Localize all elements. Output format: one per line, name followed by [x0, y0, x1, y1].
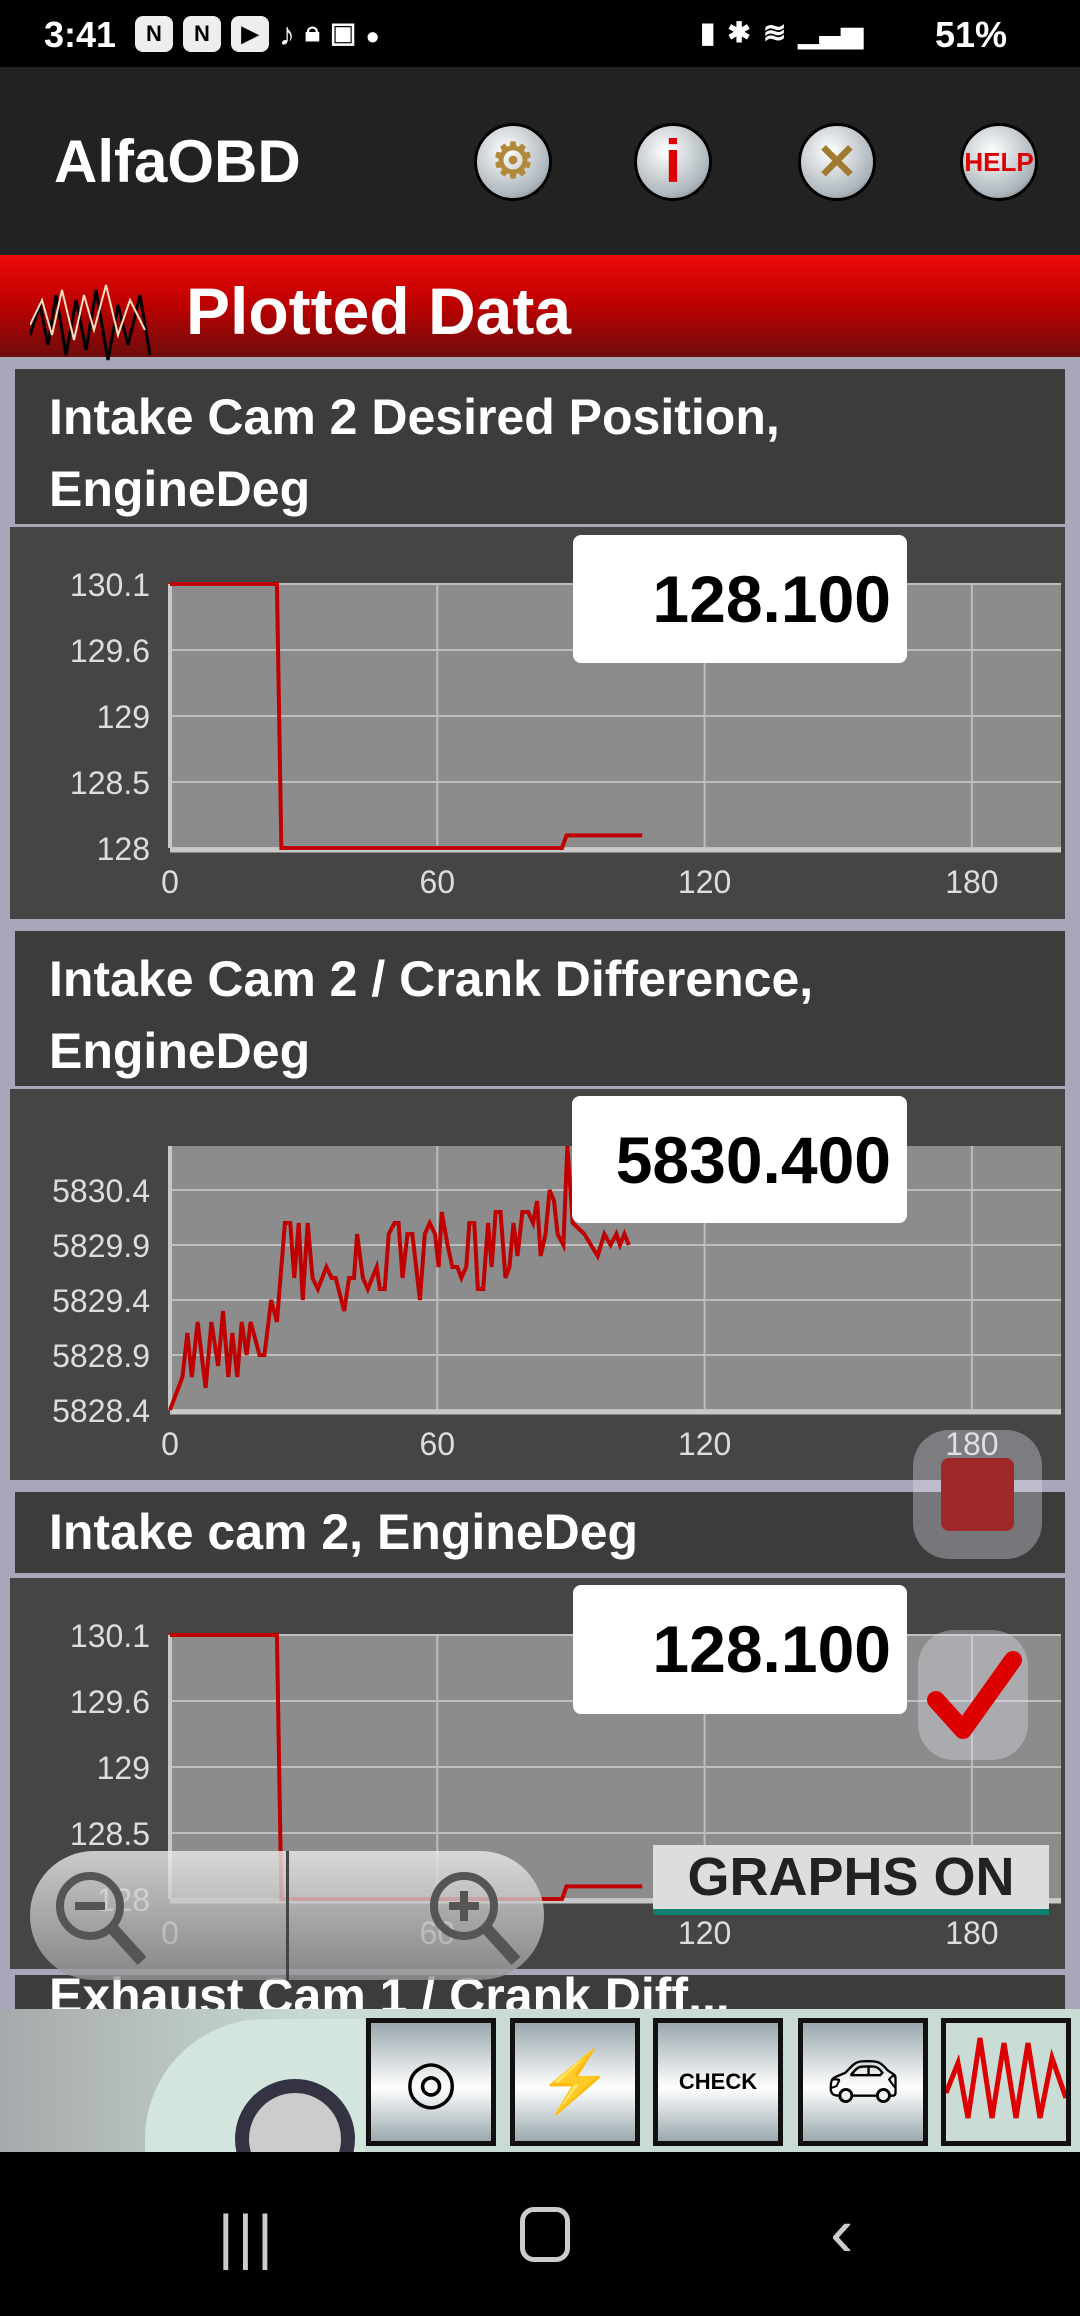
- section-header: Plotted Data: [0, 255, 1080, 361]
- zoom-in-button[interactable]: [289, 1851, 545, 1980]
- zoom-in-icon: [430, 1872, 521, 1966]
- confirm-button[interactable]: [918, 1630, 1028, 1760]
- graph-logo-icon: [30, 284, 152, 361]
- clock: 3:41: [44, 14, 117, 55]
- series-line: [170, 582, 643, 850]
- battery-button[interactable]: ⚡: [510, 2018, 640, 2146]
- car-image: [145, 2019, 365, 2152]
- y-tick-label: 129.6: [70, 1684, 150, 1720]
- y-tick-label: 5829.9: [52, 1228, 150, 1264]
- stop-button[interactable]: [913, 1430, 1042, 1559]
- x-tick-label: 180: [945, 1915, 998, 1951]
- lock-icon: 🔒︎: [305, 16, 320, 47]
- stop-icon: [941, 1458, 1014, 1531]
- panel-title: Exhaust Cam 1 / Crank Diff...: [49, 1968, 730, 2024]
- panel-title-container: Exhaust Cam 1 / Crank Diff...: [15, 1968, 1065, 2024]
- x-tick-label: 60: [420, 1426, 456, 1462]
- panel-title: Intake cam 2, EngineDeg: [15, 1492, 1065, 1573]
- x-tick-label: 180: [945, 864, 998, 900]
- x-tick-label: 120: [678, 864, 731, 900]
- x-tick-label: 0: [161, 1426, 179, 1462]
- youtube-icon: ▶: [231, 16, 269, 52]
- app-title: AlfaOBD: [54, 128, 301, 195]
- settings-button[interactable]: ⚙: [474, 123, 552, 201]
- y-tick-label: 5828.9: [52, 1338, 150, 1374]
- series-line: [168, 1145, 631, 1411]
- x-tick-label: 120: [678, 1426, 731, 1462]
- graph-button[interactable]: [941, 2018, 1071, 2146]
- y-tick-label: 130.1: [70, 1618, 150, 1654]
- y-tick-label: 5830.4: [52, 1173, 150, 1209]
- dot-icon: •: [366, 16, 379, 57]
- battery-level: 51%: [935, 14, 1008, 55]
- chart-intake-cam-desired: 130.1 129.6 129 128.5 128 0 60 120 180: [70, 567, 1061, 900]
- tiktok-icon: ♪: [279, 16, 295, 52]
- x-tick-label: 0: [161, 864, 179, 900]
- wrench-hammer-icon: ✕: [816, 134, 858, 190]
- info-icon: i: [664, 128, 682, 195]
- car-button[interactable]: 🚗︎: [798, 2018, 928, 2146]
- check-engine-button[interactable]: CHECK: [653, 2018, 783, 2146]
- nine-icon: N: [183, 16, 221, 52]
- graph-icon: [943, 2037, 1069, 2119]
- immobilizer-button[interactable]: ◎: [366, 2018, 496, 2146]
- gallery-icon: ▣: [329, 17, 357, 48]
- help-icon: HELP: [964, 147, 1034, 177]
- recent-apps-button[interactable]: |||: [218, 2203, 277, 2270]
- page-title: Plotted Data: [186, 274, 572, 348]
- y-tick-label: 5829.4: [52, 1283, 150, 1319]
- battery-icon: ⚡: [537, 2048, 613, 2115]
- x-tick-label: 60: [420, 864, 456, 900]
- y-tick-label: 128.5: [70, 765, 150, 801]
- info-button[interactable]: i: [634, 123, 712, 201]
- zoom-out-button[interactable]: [30, 1851, 289, 1980]
- x-tick-label: 120: [678, 1915, 731, 1951]
- signal-icon: ▁▃▅: [798, 17, 863, 48]
- app-bar: AlfaOBD ⚙ i ✕ HELP: [0, 67, 1080, 255]
- gears-icon: ⚙: [491, 135, 535, 188]
- y-tick-label: 129.6: [70, 633, 150, 669]
- nav-bar: ||| ‹: [0, 2152, 1080, 2316]
- x-tick-label: 180: [945, 1426, 998, 1462]
- car-hood-icon: 🚗︎: [824, 2048, 902, 2115]
- current-value: 128.100: [573, 535, 907, 663]
- panel-title: Intake Cam 2 Desired Position, EngineDeg: [15, 369, 1065, 524]
- panel-title: Intake Cam 2 / Crank Difference, EngineD…: [15, 931, 1065, 1086]
- y-tick-label: 129: [97, 1750, 150, 1786]
- battery-saver-icon: ▮: [700, 17, 716, 48]
- tools-button[interactable]: ✕: [798, 123, 876, 201]
- zoom-controls: [30, 1851, 544, 1980]
- current-value: 128.100: [573, 1585, 907, 1714]
- immobilizer-key-icon: ◎: [404, 2048, 458, 2115]
- y-tick-label: 129: [97, 699, 150, 735]
- wifi-icon: ≋: [762, 17, 787, 48]
- check-engine-icon: CHECK: [678, 2069, 758, 2094]
- status-bar: 3:41 N N ▶ ♪ 🔒︎ ▣ • ▮ ✱ ≋ ▁▃▅ 51%: [0, 0, 1080, 67]
- current-value: 5830.400: [572, 1096, 907, 1223]
- zoom-out-icon: [56, 1872, 147, 1966]
- help-button[interactable]: HELP: [960, 123, 1038, 201]
- y-tick-label: 128: [97, 831, 150, 867]
- y-tick-label: 128.5: [70, 1816, 150, 1852]
- home-button[interactable]: [520, 2207, 570, 2262]
- y-tick-label: 5828.4: [52, 1393, 150, 1429]
- bluetooth-icon: ✱: [727, 17, 751, 48]
- y-tick-label: 130.1: [70, 567, 150, 603]
- nine-icon: N: [135, 16, 173, 52]
- checkmark-icon: [927, 1651, 1022, 1739]
- chart-crank-difference: 5830.4 5829.9 5829.4 5828.9 5828.4 0 60 120 180: [52, 1145, 1061, 1462]
- back-button[interactable]: ‹: [830, 2193, 854, 2271]
- graphs-on-button[interactable]: GRAPHS ON: [653, 1845, 1049, 1915]
